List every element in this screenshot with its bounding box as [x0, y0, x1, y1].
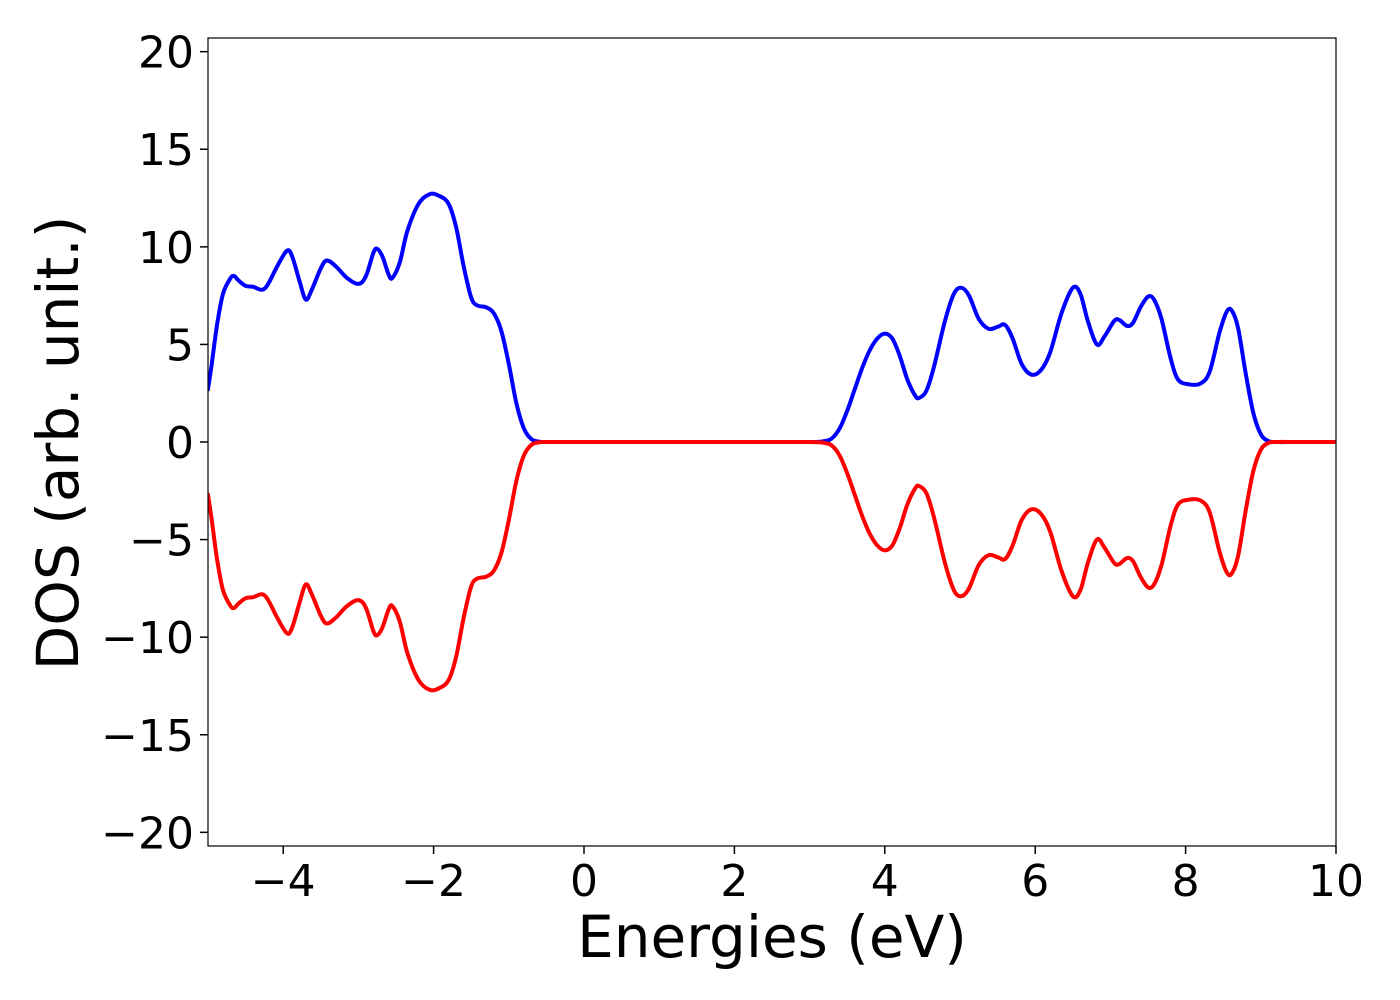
series-layer [208, 191, 1336, 693]
x-tick-label: −4 [251, 856, 316, 907]
x-tick-label: 4 [871, 856, 899, 907]
x-axis-title: Energies (eV) [577, 903, 967, 971]
series-line-blue [208, 191, 1336, 445]
y-tick-label: −10 [101, 613, 194, 664]
y-tick-label: 10 [138, 223, 194, 274]
y-axis-title: DOS (arb. unit.) [24, 216, 92, 671]
x-tick-label: 6 [1021, 856, 1049, 907]
x-tick-label: −2 [401, 856, 466, 907]
y-tick-label: −20 [101, 808, 194, 859]
x-tick-label: 10 [1308, 856, 1364, 907]
series-line-red [208, 439, 1336, 693]
x-tick-label: 8 [1172, 856, 1200, 907]
y-tick-label: 20 [138, 28, 194, 79]
x-tick-label: 2 [720, 856, 748, 907]
y-tick-label: 0 [166, 418, 194, 469]
x-axis: −4 −2 0 2 4 6 8 10 [251, 846, 1364, 907]
y-tick-label: 15 [138, 125, 194, 176]
x-tick-label: 0 [570, 856, 598, 907]
y-tick-label: −5 [129, 516, 194, 567]
y-tick-label: 5 [166, 320, 194, 371]
y-axis: −20 −15 −10 −5 0 5 10 15 20 [101, 28, 208, 859]
y-tick-label: −15 [101, 711, 194, 762]
